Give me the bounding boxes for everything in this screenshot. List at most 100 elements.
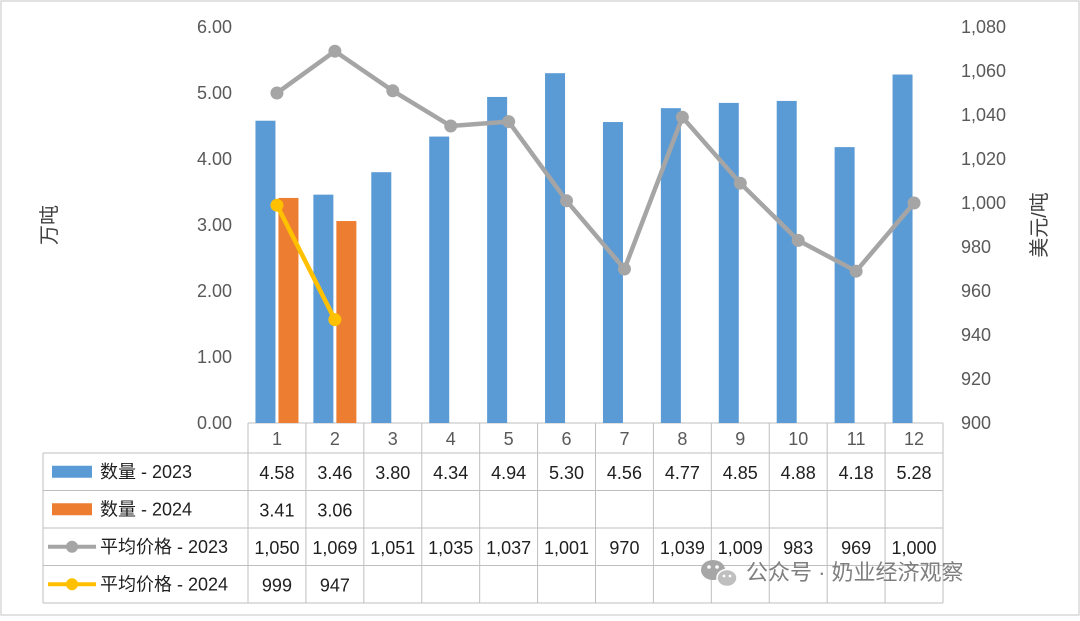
table-cell: 4.85 (723, 463, 758, 483)
x-tick-label: 4 (446, 429, 456, 449)
y-right-tick-label: 1,020 (961, 149, 1006, 169)
point-平均价格-2023-1 (270, 86, 284, 100)
table-cell: 3.46 (317, 463, 352, 483)
table-cell: 4.94 (491, 463, 526, 483)
y-left-tick-label: 6.00 (197, 17, 232, 37)
bars-layer (255, 73, 913, 424)
y-right-tick-label: 1,080 (961, 17, 1006, 37)
point-平均价格-2024-1 (270, 198, 284, 212)
table-cell: 1,035 (428, 538, 473, 558)
legend-label: 平均价格 - 2024 (100, 574, 228, 594)
bar-数量-2023-11 (834, 147, 855, 423)
table-cell: 1,039 (660, 538, 705, 558)
bar-数量-2023-8 (660, 108, 681, 424)
bar-数量-2023-3 (371, 172, 392, 423)
y-right-tick-label: 1,040 (961, 105, 1006, 125)
axes-layer: 0.00 1.00 2.00 3.00 4.00 5.00 6.00 900 920 940 960… (38, 17, 1051, 433)
point-平均价格-2023-8 (675, 110, 689, 124)
table-cell: 1,000 (892, 538, 937, 558)
table-cell: 4.88 (781, 463, 816, 483)
x-tick-label: 11 (847, 429, 866, 449)
legend-swatch-marker (66, 578, 78, 591)
table-cell: 947 (320, 575, 350, 595)
legend-label: 数量 - 2024 (100, 499, 192, 519)
table-cell: 3.80 (375, 463, 410, 483)
x-tick-label: 1 (272, 429, 282, 449)
point-平均价格-2023-3 (386, 84, 400, 98)
lines-layer (270, 44, 921, 327)
y-left-tick-label: 1.00 (197, 347, 232, 367)
x-tick-label: 10 (788, 429, 808, 449)
point-平均价格-2023-7 (617, 262, 631, 276)
table-cell: 1,001 (544, 538, 589, 558)
point-平均价格-2023-10 (791, 233, 805, 247)
table-cell: 999 (262, 575, 292, 595)
table-cell: 1,050 (254, 538, 299, 558)
wechat-icon (701, 560, 738, 588)
point-平均价格-2023-6 (560, 194, 574, 208)
x-tick-label: 8 (677, 429, 687, 449)
legend-swatch (52, 503, 92, 516)
legend-label: 数量 - 2023 (100, 462, 192, 482)
y-left-tick-label: 5.00 (197, 83, 232, 103)
point-平均价格-2023-2 (328, 44, 342, 58)
y-right-tick-label: 900 (961, 413, 991, 433)
table-cell: 4.58 (259, 463, 294, 483)
y-left-tick-label: 2.00 (197, 281, 232, 301)
point-平均价格-2024-2 (328, 313, 342, 327)
x-tick-label: 5 (504, 429, 514, 449)
table-cell: 1,051 (370, 538, 415, 558)
y-right-tick-label: 1,060 (961, 61, 1006, 81)
y-right-tick-label: 940 (961, 325, 991, 345)
bar-数量-2023-10 (776, 100, 797, 424)
y-right-axis-title: 美元/吨 (1028, 192, 1051, 258)
watermark: 公众号 · 奶业经济观察 (701, 560, 964, 588)
x-tick-label: 9 (735, 429, 745, 449)
bar-数量-2023-6 (545, 73, 566, 423)
y-left-tick-label: 3.00 (197, 215, 232, 235)
y-left-axis-title: 万吨 (38, 205, 61, 245)
point-平均价格-2023-11 (849, 264, 863, 278)
table-cell: 3.41 (259, 500, 294, 520)
bar-数量-2023-9 (718, 102, 739, 424)
legend-swatch-marker (66, 540, 78, 553)
table-cell: 4.34 (433, 463, 468, 483)
watermark-text: 公众号 · 奶业经济观察 (746, 560, 964, 585)
y-left-tick-label: 4.00 (197, 149, 232, 169)
y-right-tick-label: 960 (961, 281, 991, 301)
table-cell: 969 (841, 538, 871, 558)
y-right-tick-label: 920 (961, 369, 991, 389)
table-cell: 4.56 (607, 463, 642, 483)
table-cell: 970 (609, 538, 639, 558)
point-平均价格-2023-5 (502, 115, 516, 129)
x-tick-label: 6 (562, 429, 572, 449)
bar-数量-2023-5 (487, 96, 508, 424)
table-cell: 5.30 (549, 463, 584, 483)
line-平均价格-2024 (274, 204, 337, 321)
table-cell: 1,009 (718, 538, 763, 558)
line-平均价格-2023 (275, 48, 916, 274)
legend-label: 平均价格 - 2023 (100, 537, 228, 557)
table-cell: 4.77 (665, 463, 700, 483)
table-cell: 5.28 (897, 463, 932, 483)
bar-数量-2023-1 (255, 120, 276, 423)
y-left-tick-label: 0.00 (197, 413, 232, 433)
bar-数量-2023-12 (892, 74, 913, 424)
x-tick-label: 12 (904, 429, 924, 449)
bar-数量-2023-2 (313, 194, 334, 423)
bar-数量-2024-2 (336, 221, 357, 423)
x-tick-label: 7 (619, 429, 629, 449)
bar-数量-2024-1 (278, 197, 299, 423)
x-tick-label: 2 (330, 429, 340, 449)
table-cell: 4.18 (839, 463, 874, 483)
table-cell: 3.06 (317, 500, 352, 520)
y-right-tick-label: 980 (961, 237, 991, 257)
point-平均价格-2023-9 (733, 176, 747, 190)
bar-数量-2023-7 (602, 122, 623, 423)
y-right-tick-label: 1,000 (961, 193, 1006, 213)
table-cell: 1,037 (486, 538, 531, 558)
